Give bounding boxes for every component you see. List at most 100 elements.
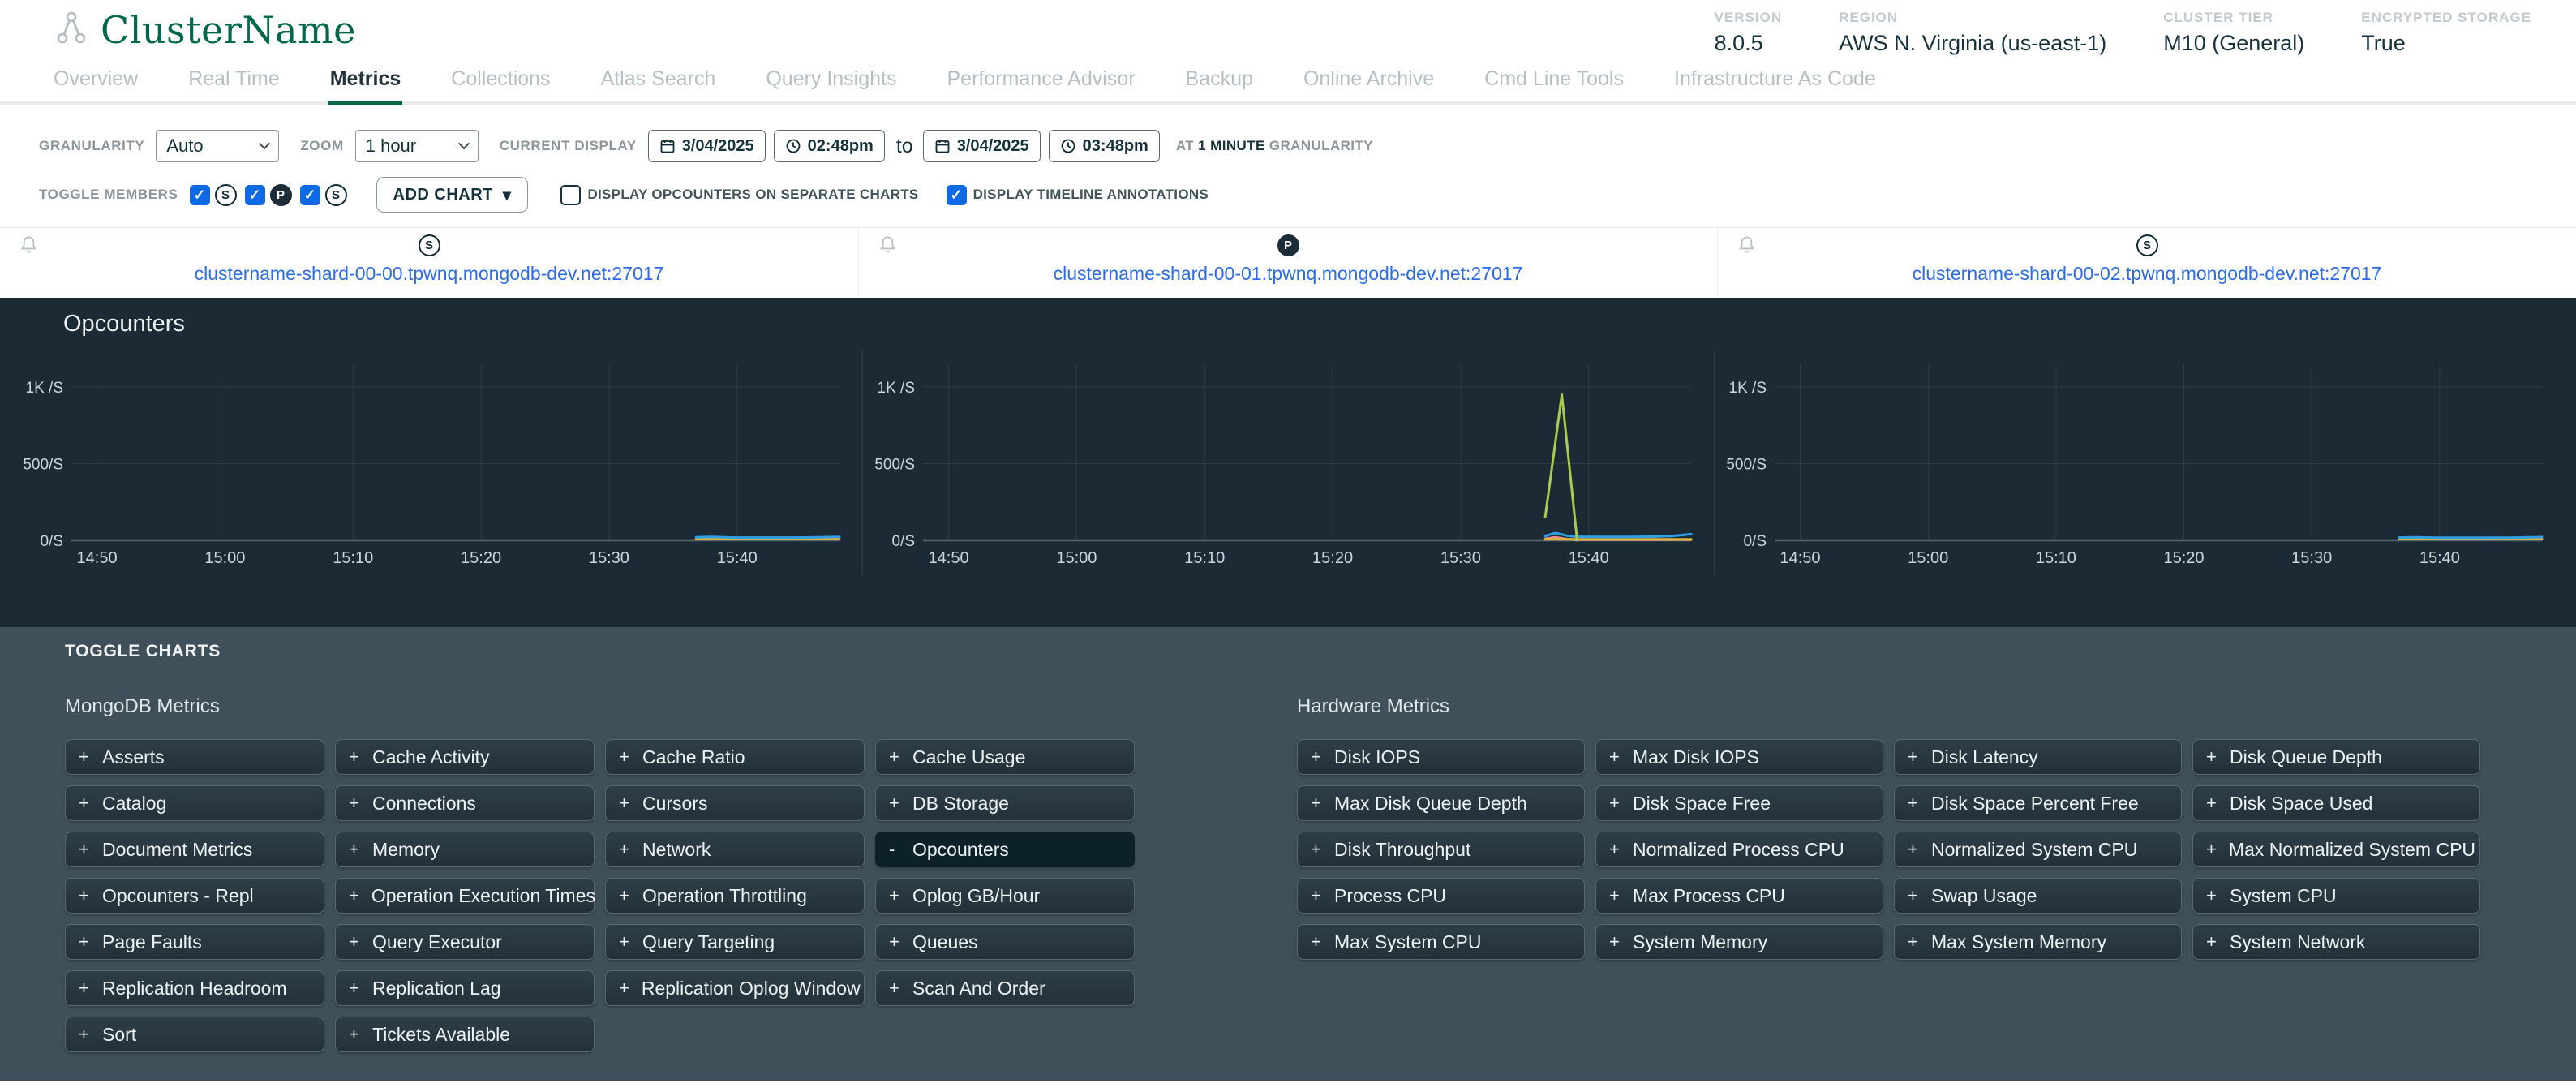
opcounters-chart-0[interactable]: 14:5015:0015:1015:2015:3015:401K /S500/S… — [11, 350, 862, 576]
member-checkbox-0[interactable]: ✓ — [190, 185, 210, 205]
checkbox[interactable] — [560, 185, 581, 205]
metric-button-max-process-cpu[interactable]: +Max Process CPU — [1595, 878, 1883, 914]
member-toggle-0[interactable]: ✓S — [190, 184, 237, 206]
metric-button-max-disk-queue-depth[interactable]: +Max Disk Queue Depth — [1297, 785, 1585, 821]
svg-text:1K /S: 1K /S — [1729, 380, 1767, 397]
add-chart-button[interactable]: ADD CHART ▾ — [376, 177, 529, 213]
metric-button-system-network[interactable]: +System Network — [2192, 924, 2480, 960]
from-time-input[interactable]: 02:48pm — [774, 130, 885, 162]
from-date-input[interactable]: 3/04/2025 — [648, 130, 766, 162]
member-checkbox-2[interactable]: ✓ — [300, 185, 320, 205]
metric-button-replication-oplog-window[interactable]: +Replication Oplog Window — [605, 970, 865, 1006]
metric-button-swap-usage[interactable]: +Swap Usage — [1894, 878, 2182, 914]
metric-button-scan-and-order[interactable]: +Scan And Order — [875, 970, 1135, 1006]
metric-button-disk-queue-depth[interactable]: +Disk Queue Depth — [2192, 739, 2480, 775]
shard-link-1[interactable]: clustername-shard-00-01.tpwnq.mongodb-de… — [1054, 263, 1523, 285]
metric-toggle-sign: + — [1311, 839, 1322, 860]
metric-button-disk-space-used[interactable]: +Disk Space Used — [2192, 785, 2480, 821]
metric-button-disk-space-percent-free[interactable]: +Disk Space Percent Free — [1894, 785, 2182, 821]
tab-query-insights[interactable]: Query Insights — [764, 54, 898, 101]
metric-button-max-system-cpu[interactable]: +Max System CPU — [1297, 924, 1585, 960]
metric-button-query-executor[interactable]: +Query Executor — [335, 924, 595, 960]
metric-button-replication-lag[interactable]: +Replication Lag — [335, 970, 595, 1006]
to-date-input[interactable]: 3/04/2025 — [923, 130, 1041, 162]
member-checkbox-1[interactable]: ✓ — [245, 185, 265, 205]
metric-button-query-targeting[interactable]: +Query Targeting — [605, 924, 865, 960]
opcounters-chart-1[interactable]: 14:5015:0015:1015:2015:3015:401K /S500/S… — [862, 350, 1714, 576]
shard-link-2[interactable]: clustername-shard-00-02.tpwnq.mongodb-de… — [1913, 263, 2382, 285]
metric-button-cursors[interactable]: +Cursors — [605, 785, 865, 821]
option-checkbox-display-timeline-annotations[interactable]: ✓DISPLAY TIMELINE ANNOTATIONS — [947, 185, 1209, 205]
shard-link-0[interactable]: clustername-shard-00-00.tpwnq.mongodb-de… — [195, 263, 664, 285]
metric-button-network[interactable]: +Network — [605, 832, 865, 867]
metric-button-max-system-memory[interactable]: +Max System Memory — [1894, 924, 2182, 960]
metric-button-asserts[interactable]: +Asserts — [65, 739, 324, 775]
metric-button-max-normalized-system-cpu[interactable]: +Max Normalized System CPU — [2192, 832, 2480, 867]
metric-label: Cache Usage — [912, 746, 1025, 768]
metric-button-system-memory[interactable]: +System Memory — [1595, 924, 1883, 960]
metric-label: Disk Space Free — [1633, 793, 1771, 815]
tab-overview[interactable]: Overview — [52, 54, 140, 101]
info-label: ENCRYPTED STORAGE — [2361, 10, 2531, 26]
metric-button-sort[interactable]: +Sort — [65, 1017, 324, 1052]
zoom-select[interactable]: 1 hour — [355, 130, 479, 162]
metric-button-disk-latency[interactable]: + Disk Latency — [1894, 739, 2182, 775]
metric-button-operation-execution-times[interactable]: +Operation Execution Times — [335, 878, 595, 914]
metric-button-page-faults[interactable]: +Page Faults — [65, 924, 324, 960]
granularity-select[interactable]: Auto — [156, 130, 279, 162]
tab-atlas-search[interactable]: Atlas Search — [599, 54, 718, 101]
shard-card-2: Sclustername-shard-00-02.tpwnq.mongodb-d… — [1717, 228, 2576, 298]
svg-text:15:20: 15:20 — [461, 549, 501, 567]
tab-performance-advisor[interactable]: Performance Advisor — [946, 54, 1137, 101]
tab-collections[interactable]: Collections — [449, 54, 552, 101]
metric-button-replication-headroom[interactable]: +Replication Headroom — [65, 970, 324, 1006]
metric-button-system-cpu[interactable]: +System CPU — [2192, 878, 2480, 914]
metric-label: System Network — [2230, 931, 2365, 953]
metric-button-tickets-available[interactable]: +Tickets Available — [335, 1017, 595, 1052]
display-option-checkboxes: DISPLAY OPCOUNTERS ON SEPARATE CHARTS ✓DI… — [560, 185, 1209, 205]
tab-metrics[interactable]: Metrics — [328, 54, 403, 105]
metric-button-cache-usage[interactable]: +Cache Usage — [875, 739, 1135, 775]
member-toggle-1[interactable]: ✓P — [245, 184, 292, 206]
metric-button-normalized-system-cpu[interactable]: +Normalized System CPU — [1894, 832, 2182, 867]
metric-toggle-sign: + — [79, 885, 90, 906]
metric-button-db-storage[interactable]: +DB Storage — [875, 785, 1135, 821]
metric-button-opcounters-repl[interactable]: +Opcounters - Repl — [65, 878, 324, 914]
metric-label: Normalized Process CPU — [1633, 839, 1844, 861]
metric-button-disk-space-free[interactable]: +Disk Space Free — [1595, 785, 1883, 821]
metric-button-catalog[interactable]: +Catalog — [65, 785, 324, 821]
metric-label: Disk Latency — [1931, 746, 2038, 768]
metric-button-document-metrics[interactable]: +Document Metrics — [65, 832, 324, 867]
opcounters-chart-2[interactable]: 14:5015:0015:1015:2015:3015:401K /S500/S… — [1714, 350, 2565, 576]
metric-button-connections[interactable]: +Connections — [335, 785, 595, 821]
tab-online-archive[interactable]: Online Archive — [1302, 54, 1436, 101]
metric-toggle-sign: + — [1311, 931, 1322, 952]
tab-real-time[interactable]: Real Time — [187, 54, 281, 101]
alerts-bell-icon[interactable] — [1736, 234, 1758, 260]
metric-button-oplog-gb-hour[interactable]: +Oplog GB/Hour — [875, 878, 1135, 914]
member-toggle-2[interactable]: ✓S — [300, 184, 347, 206]
metric-button-cache-ratio[interactable]: +Cache Ratio — [605, 739, 865, 775]
alerts-bell-icon[interactable] — [877, 234, 899, 260]
to-time-value: 03:48pm — [1083, 137, 1148, 156]
metric-button-opcounters[interactable]: -Opcounters — [875, 832, 1135, 867]
metric-button-cache-activity[interactable]: +Cache Activity — [335, 739, 595, 775]
to-time-input[interactable]: 03:48pm — [1049, 130, 1160, 162]
metric-button-disk-iops[interactable]: +Disk IOPS — [1297, 739, 1585, 775]
metric-button-memory[interactable]: +Memory — [335, 832, 595, 867]
tab-backup[interactable]: Backup — [1184, 54, 1255, 101]
metric-button-normalized-process-cpu[interactable]: +Normalized Process CPU — [1595, 832, 1883, 867]
metric-label: System CPU — [2230, 885, 2337, 907]
toggle-charts-panel: TOGGLE CHARTS MongoDB Metrics+Asserts+Ca… — [0, 627, 2576, 1081]
tab-infrastructure-as-code[interactable]: Infrastructure As Code — [1672, 54, 1878, 101]
metric-button-queues[interactable]: +Queues — [875, 924, 1135, 960]
metric-button-operation-throttling[interactable]: +Operation Throttling — [605, 878, 865, 914]
metric-toggle-sign: + — [1908, 746, 1919, 767]
alerts-bell-icon[interactable] — [18, 234, 40, 260]
tab-cmd-line-tools[interactable]: Cmd Line Tools — [1483, 54, 1625, 101]
metric-button-disk-throughput[interactable]: +Disk Throughput — [1297, 832, 1585, 867]
option-checkbox-display-opcounters-on-separate-charts[interactable]: DISPLAY OPCOUNTERS ON SEPARATE CHARTS — [560, 185, 918, 205]
metric-button-process-cpu[interactable]: +Process CPU — [1297, 878, 1585, 914]
checkbox[interactable]: ✓ — [947, 185, 967, 205]
metric-button-max-disk-iops[interactable]: +Max Disk IOPS — [1595, 739, 1883, 775]
